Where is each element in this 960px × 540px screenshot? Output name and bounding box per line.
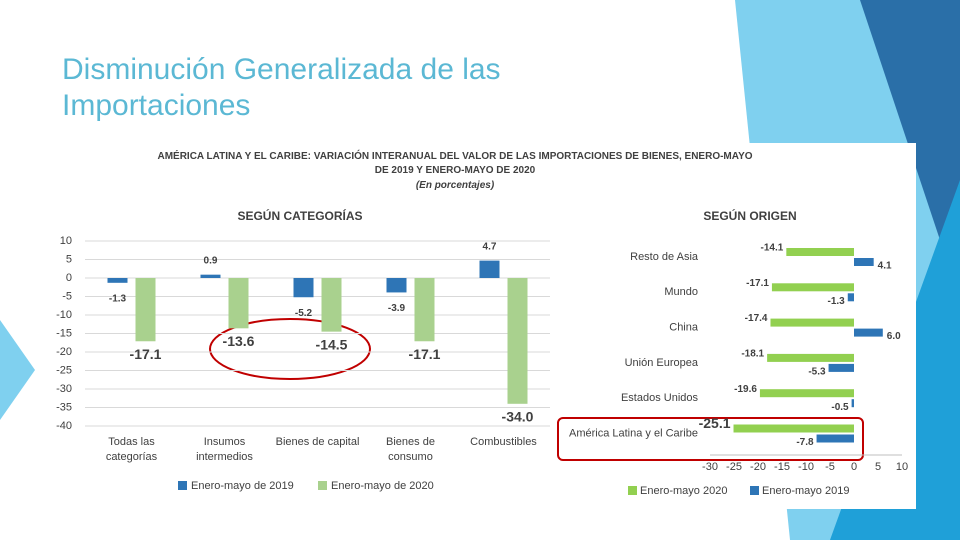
data-label: -1.3 — [109, 293, 127, 304]
bar — [786, 248, 854, 256]
data-label: 6.0 — [887, 331, 901, 342]
x-tick-label: Insumos intermedios — [196, 436, 253, 463]
bar — [771, 283, 854, 292]
slide-title: Disminución Generalizada de las Importac… — [62, 53, 501, 122]
y-tick-label: Estados Unidos — [621, 392, 699, 404]
y-tick-label: Resto de Asia — [630, 251, 699, 263]
data-label: -5.3 — [808, 367, 826, 378]
bar — [293, 278, 314, 298]
data-label: -19.6 — [734, 384, 757, 395]
y-tick-label: 0 — [66, 272, 72, 284]
data-label: -1.3 — [828, 296, 846, 307]
legend-swatch — [750, 486, 759, 495]
x-tick-label: -30 — [702, 461, 718, 473]
data-label: -17.1 — [746, 278, 769, 289]
data-label: -17.1 — [409, 346, 441, 362]
data-label: -17.4 — [745, 313, 768, 324]
x-tick-label: -10 — [798, 461, 814, 473]
bar — [479, 260, 500, 278]
data-label: -25.1 — [699, 415, 731, 431]
bar — [759, 389, 854, 398]
bar — [851, 399, 854, 408]
x-tick-label: -20 — [750, 461, 766, 473]
bar — [854, 328, 883, 337]
bar — [386, 278, 407, 293]
data-label: -18.1 — [741, 349, 764, 360]
x-tick-label: -5 — [825, 461, 835, 473]
y-tick-label: -40 — [56, 420, 72, 432]
figure-title: AMÉRICA LATINA Y EL CARIBE: VARIACIÓN IN… — [157, 151, 753, 176]
x-tick-label: Bienes de consumo — [386, 436, 435, 463]
x-tick-label: -15 — [774, 461, 790, 473]
y-tick-label: -30 — [56, 383, 72, 395]
x-tick-label: 10 — [896, 461, 908, 473]
legend-label: Enero-mayo de 2019 — [191, 480, 294, 492]
data-label: 0.9 — [204, 255, 218, 266]
y-tick-label: Mundo — [664, 286, 698, 298]
legend-swatch — [318, 481, 327, 490]
bar — [770, 318, 854, 327]
x-tick-label: 0 — [851, 461, 857, 473]
legend-label: Enero-mayo 2019 — [762, 485, 849, 497]
x-tick-label: -25 — [726, 461, 742, 473]
bar — [135, 278, 156, 342]
legend-label: Enero-mayo 2020 — [640, 485, 727, 497]
y-tick-label: 5 — [66, 253, 72, 265]
legend-swatch — [178, 481, 187, 490]
bar — [847, 293, 854, 302]
data-label: -5.2 — [295, 308, 313, 319]
data-label: -0.5 — [831, 402, 849, 413]
data-label: -34.0 — [502, 409, 534, 425]
bar — [414, 278, 435, 342]
y-tick-label: -10 — [56, 309, 72, 321]
bar — [200, 274, 221, 278]
y-tick-label: Unión Europea — [625, 357, 699, 369]
y-tick-label: -35 — [56, 401, 72, 413]
figure-subtitle: (En porcentajes) — [415, 180, 495, 191]
x-tick-label: Combustibles — [470, 436, 537, 448]
bar — [733, 424, 854, 433]
legend-label: Enero-mayo de 2020 — [331, 480, 434, 492]
y-tick-label: 10 — [60, 235, 72, 247]
bar — [828, 363, 854, 372]
y-tick-label: China — [669, 322, 699, 334]
bar — [507, 278, 528, 404]
decor — [0, 320, 35, 420]
y-tick-label: América Latina y el Caribe — [569, 427, 698, 439]
highlight — [209, 318, 371, 380]
bar — [228, 278, 249, 329]
chart-title: SEGÚN ORIGEN — [703, 208, 796, 223]
chart-title: SEGÚN CATEGORÍAS — [237, 208, 362, 223]
highlight — [557, 417, 864, 461]
data-label: 4.7 — [483, 241, 497, 252]
x-tick-label: Bienes de capital — [275, 436, 360, 448]
x-tick-label: 5 — [875, 461, 881, 473]
bar — [854, 258, 874, 266]
data-label: -17.1 — [130, 346, 162, 362]
legend-swatch — [628, 486, 637, 495]
data-label: -14.5 — [316, 336, 348, 352]
y-tick-label: -15 — [56, 327, 72, 339]
data-label: -13.6 — [223, 333, 255, 349]
data-label: -14.1 — [761, 243, 784, 254]
bar — [767, 353, 854, 362]
bar — [816, 434, 854, 443]
bar — [321, 278, 342, 332]
y-tick-label: -20 — [56, 346, 72, 358]
data-label: -3.9 — [388, 303, 406, 314]
x-tick-label: Todas las categorías — [105, 436, 158, 463]
data-label: -7.8 — [796, 437, 814, 448]
y-tick-label: -25 — [56, 364, 72, 376]
data-label: 4.1 — [878, 261, 892, 272]
y-tick-label: -5 — [62, 290, 72, 302]
bar — [107, 278, 128, 283]
